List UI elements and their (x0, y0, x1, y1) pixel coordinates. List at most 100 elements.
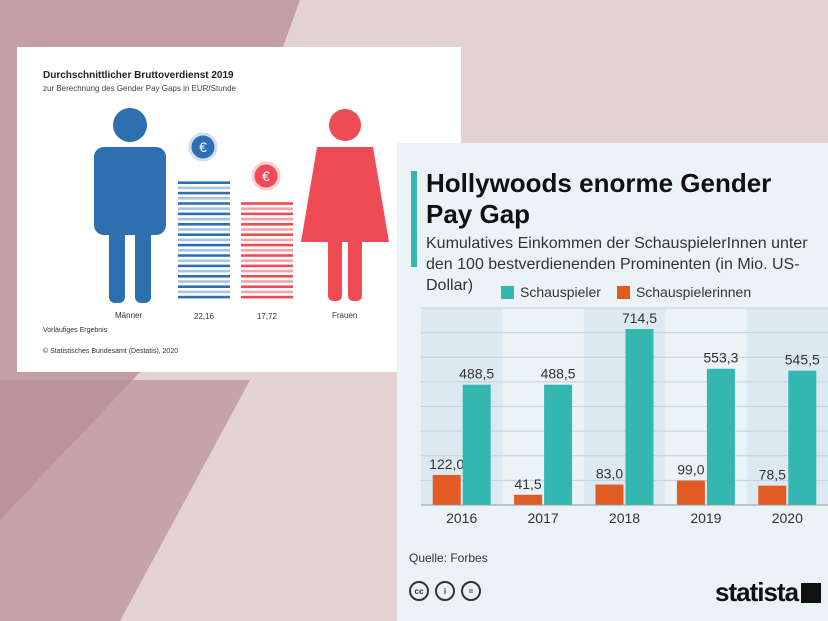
bar-stripe-maenner (178, 217, 230, 221)
statista-logo-mark-icon (801, 583, 821, 603)
bar-stripe-frauen (241, 212, 293, 216)
frauen-bar-stack (241, 202, 293, 299)
bar-stripe-maenner (178, 233, 230, 236)
bar-stripe-maenner (178, 254, 230, 257)
by-icon[interactable]: i (435, 581, 455, 601)
legend-item-schauspielerinnen: Schauspielerinnen (616, 284, 752, 300)
bar-stripe-maenner (178, 191, 230, 195)
cc-icon[interactable]: cc (409, 581, 429, 601)
legend-label-schauspielerinnen: Schauspielerinnen (635, 284, 752, 300)
destatis-infographic: Durchschnittlicher Bruttoverdienst 2019 … (17, 47, 461, 372)
nd-icon[interactable]: = (461, 581, 481, 601)
bar-stripe-maenner (178, 186, 230, 190)
bar-stripe-frauen (241, 223, 293, 226)
bar-stripe-maenner (178, 259, 230, 262)
bar-stripe-frauen (241, 264, 293, 268)
statista-logo[interactable]: statista (715, 577, 799, 607)
statista-infographic: Hollywoods enorme Gender Pay Gap Kumulat… (397, 143, 828, 621)
bar-schauspieler-2019 (706, 368, 735, 505)
x-tick-label-2017: 2017 (528, 510, 559, 526)
bar-stripe-maenner (178, 202, 230, 205)
data-label-schauspieler-2017: 488,5 (541, 366, 576, 382)
bar-stripe-frauen (241, 254, 293, 257)
bar-schauspieler-2020 (788, 370, 817, 505)
bar-schauspieler-2017 (544, 384, 573, 505)
bar-schauspieler-2018 (625, 329, 654, 505)
bar-schauspielerinnen-2019 (676, 480, 705, 505)
destatis-subtitle: zur Berechnung des Gender Pay Gaps in EU… (43, 84, 236, 93)
data-label-schauspieler-2019: 553,3 (703, 350, 738, 366)
bar-stripe-frauen (241, 285, 293, 288)
label-frauen: Frauen (332, 311, 358, 320)
bar-stripe-maenner (178, 238, 230, 242)
bar-stripe-frauen (241, 259, 293, 262)
data-label-schauspielerinnen-2020: 78,5 (759, 467, 786, 483)
man-figure-icon (94, 108, 166, 303)
woman-figure-icon (301, 109, 389, 301)
bar-stripe-frauen (241, 280, 293, 283)
value-label-maenner: 22,16 (194, 312, 215, 321)
bar-schauspieler-2016 (462, 384, 491, 505)
bar-stripe-frauen (241, 249, 293, 252)
svg-text:€: € (199, 139, 207, 155)
bar-stripe-maenner (178, 181, 230, 184)
legend-swatch-schauspieler (501, 285, 514, 299)
title-accent-bar (411, 171, 417, 267)
data-label-schauspieler-2020: 545,5 (785, 352, 820, 368)
statista-source: Quelle: Forbes (409, 551, 488, 565)
bar-stripe-frauen (241, 202, 293, 205)
data-label-schauspieler-2018: 714,5 (622, 310, 657, 326)
statista-subtitle: Kumulatives Einkommen der SchauspielerIn… (426, 235, 808, 294)
bar-stripe-frauen (241, 275, 293, 278)
bar-stripe-frauen (241, 233, 293, 236)
bar-stripe-maenner (178, 269, 230, 273)
bar-stripe-maenner (178, 243, 230, 247)
bar-stripe-frauen (241, 290, 293, 294)
chart-legend: Schauspieler Schauspielerinnen (501, 284, 767, 300)
bar-stripe-frauen (241, 269, 293, 273)
bar-stripe-maenner (178, 197, 230, 200)
bar-stripe-frauen (241, 238, 293, 242)
destatis-chart: € € 22,16 17,72 (94, 108, 389, 321)
bar-stripe-frauen (241, 243, 293, 247)
euro-coin-maenner-icon: € (188, 132, 218, 162)
bar-stripe-maenner (178, 290, 230, 294)
statista-title: Hollywoods enorme Gender Pay Gap (426, 168, 772, 229)
bar-stripe-maenner (178, 275, 230, 278)
bar-stripe-maenner (178, 280, 230, 283)
legend-label-schauspieler: Schauspieler (520, 284, 601, 300)
data-label-schauspieler-2016: 488,5 (459, 366, 494, 382)
bar-stripe-maenner (178, 212, 230, 216)
x-tick-label-2016: 2016 (446, 510, 477, 526)
value-label-frauen: 17,72 (257, 312, 278, 321)
x-tick-label-2018: 2018 (609, 510, 640, 526)
bar-stripe-maenner (178, 264, 230, 268)
bar-stripe-maenner (178, 285, 230, 288)
license-icons[interactable]: cc i = (409, 581, 487, 601)
legend-swatch-schauspielerinnen (616, 285, 630, 299)
bar-schauspielerinnen-2016 (432, 474, 461, 505)
bar-stripe-frauen (241, 217, 293, 221)
statista-chart: 122,0 488,5 2016 41,5 488,5 2017 83,0 714,5 2018… (421, 307, 828, 526)
x-tick-label-2019: 2019 (690, 510, 721, 526)
maenner-bar-stack (178, 181, 230, 299)
data-label-schauspielerinnen-2016: 122,0 (429, 456, 464, 472)
bar-stripe-maenner (178, 228, 230, 231)
bar-stripe-maenner (178, 207, 230, 210)
destatis-note: Vorläufiges Ergebnis (43, 327, 108, 334)
destatis-source: © Statistisches Bundesamt (Destatis), 20… (43, 348, 179, 355)
bar-schauspielerinnen-2020 (758, 485, 787, 505)
bar-stripe-maenner (178, 223, 230, 226)
bar-schauspielerinnen-2017 (514, 494, 543, 505)
bar-stripe-frauen (241, 207, 293, 210)
bar-stripe-frauen (241, 228, 293, 231)
label-maenner: Männer (115, 311, 143, 320)
bar-stripe-frauen (241, 295, 293, 299)
euro-coin-frauen-icon: € (251, 161, 281, 191)
bar-stripe-maenner (178, 295, 230, 299)
data-label-schauspielerinnen-2018: 83,0 (596, 466, 623, 482)
x-tick-label-2020: 2020 (772, 510, 803, 526)
destatis-title: Durchschnittlicher Bruttoverdienst 2019 (43, 70, 234, 81)
data-label-schauspielerinnen-2019: 99,0 (677, 462, 704, 478)
svg-text:€: € (262, 168, 270, 184)
